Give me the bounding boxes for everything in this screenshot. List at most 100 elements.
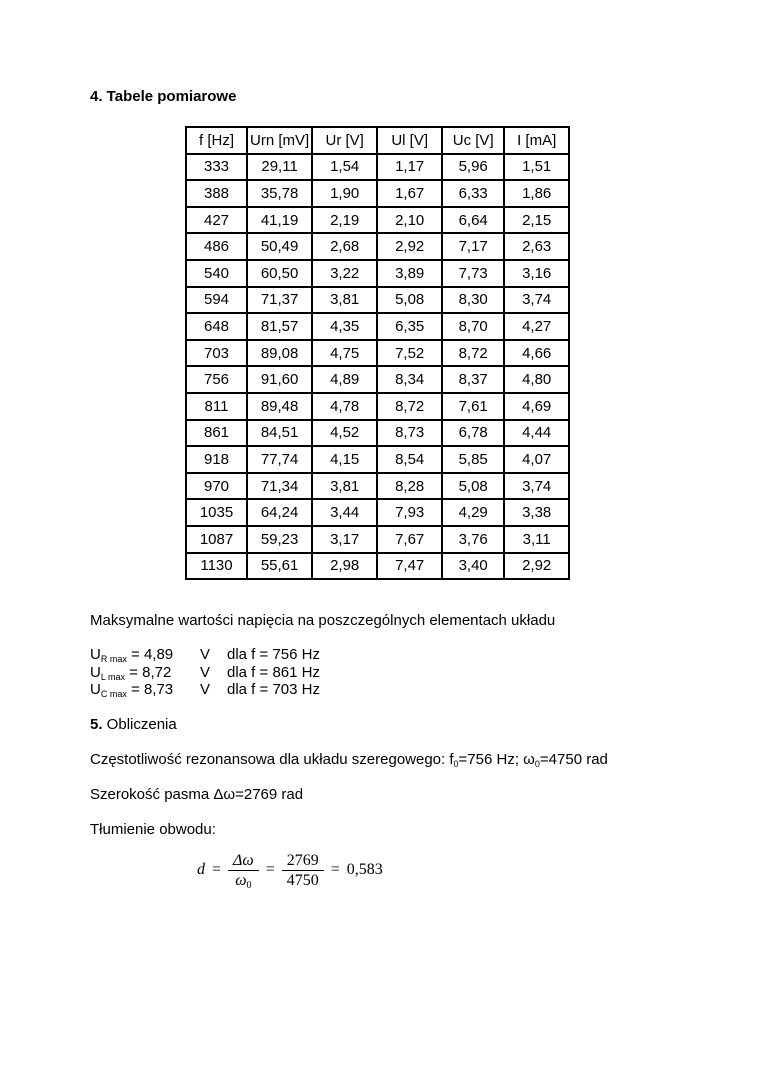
table-cell: 2,98	[311, 551, 379, 581]
table-row: 970 71,34 3,81 8,28 5,08 3,74	[185, 471, 571, 501]
table-cell: 3,40	[441, 551, 506, 581]
table-cell: 4,75	[311, 338, 379, 368]
formula-variable-d: d	[197, 861, 205, 879]
table-cell: 5,08	[441, 471, 506, 501]
equals-sign: =	[212, 861, 222, 879]
max-voltage-line-l: UL max = 8,72 V dla f = 861 Hz	[90, 664, 760, 682]
column-header: Ul [V]	[376, 126, 444, 155]
column-header: Ur [V]	[311, 126, 379, 155]
table-cell: 7,67	[376, 524, 444, 554]
table-cell: 333	[185, 152, 248, 182]
table-cell: 861	[185, 418, 248, 448]
table-cell: 1130	[185, 551, 248, 581]
equals-sign: =	[330, 861, 340, 879]
table-cell: 8,30	[441, 285, 506, 315]
voltage-symbol: U	[90, 663, 101, 681]
table-cell: 4,44	[503, 418, 571, 448]
table-cell: 2,63	[503, 232, 571, 261]
fraction-denominator: ω0	[235, 871, 252, 891]
table-cell: 64,24	[245, 498, 314, 527]
table-cell: 3,74	[503, 471, 571, 501]
table-cell: 4,89	[311, 365, 379, 394]
table-cell: 81,57	[245, 312, 314, 341]
table-cell: 3,81	[311, 285, 379, 315]
table-cell: 3,89	[376, 258, 444, 288]
section-5-title: Obliczenia	[102, 715, 177, 733]
formula-result: 0,583	[346, 861, 383, 879]
table-cell: 594	[185, 285, 248, 315]
table-cell: 1,54	[311, 152, 379, 182]
table-cell: 4,80	[503, 365, 571, 394]
voltage-expression: UR max = 4,89	[90, 646, 200, 664]
table-cell: 4,15	[311, 445, 379, 474]
section-5-number: 5.	[90, 715, 103, 733]
table-cell: 6,64	[441, 205, 506, 235]
table-row: 1035 64,24 3,44 7,93 4,29 3,38	[185, 498, 571, 527]
max-voltage-line-r: UR max = 4,89 V dla f = 756 Hz	[90, 646, 760, 664]
column-header: f [Hz]	[185, 126, 248, 155]
bandwidth-line: Szerokość pasma Δω=2769 rad	[90, 785, 304, 803]
table-row: 1087 59,23 3,17 7,67 3,76 3,11	[185, 524, 571, 554]
table-cell: 41,19	[245, 205, 314, 235]
voltage-subscript: C max	[100, 689, 127, 700]
table-cell: 89,48	[245, 391, 314, 421]
table-cell: 8,34	[376, 365, 444, 394]
voltage-value: = 8,73	[126, 681, 174, 699]
max-voltage-line-c: UC max = 8,73 V dla f = 703 Hz	[90, 681, 760, 699]
table-cell: 6,33	[441, 179, 506, 208]
equals-sign: =	[265, 861, 275, 879]
table-cell: 8,28	[376, 471, 444, 501]
table-cell: 2,19	[311, 205, 379, 235]
table-cell: 7,52	[376, 338, 444, 368]
table-cell: 8,70	[441, 312, 506, 341]
table-cell: 6,35	[376, 312, 444, 341]
table-cell: 1,90	[311, 179, 379, 208]
table-cell: 29,11	[245, 152, 314, 182]
table-cell: 4,27	[503, 312, 571, 341]
voltage-expression: UL max = 8,72	[90, 664, 200, 682]
table-cell: 7,47	[376, 551, 444, 581]
table-row: 703 89,08 4,75 7,52 8,72 4,66	[185, 338, 571, 368]
voltage-value: = 8,72	[125, 663, 172, 681]
table-cell: 3,76	[441, 524, 506, 554]
table-row: 811 89,48 4,78 8,72 7,61 4,69	[185, 391, 571, 421]
omega-subscript: 0	[246, 879, 252, 891]
voltage-subscript: L max	[100, 671, 126, 682]
table-cell: 60,50	[245, 258, 314, 288]
table-cell: 427	[185, 205, 248, 235]
table-cell: 3,11	[503, 524, 571, 554]
table-cell: 970	[185, 471, 248, 501]
fraction-numerator: 2769	[281, 852, 324, 871]
table-row: 918 77,74 4,15 8,54 5,85 4,07	[185, 445, 571, 474]
f0-subscript: 0	[453, 758, 459, 769]
table-cell: 8,72	[441, 338, 506, 368]
voltage-condition: dla f = 756 Hz	[227, 646, 320, 664]
table-row: 1130 55,61 2,98 7,47 3,40 2,92	[185, 551, 571, 581]
table-cell: 703	[185, 338, 248, 368]
table-cell: 8,37	[441, 365, 506, 394]
table-cell: 3,38	[503, 498, 571, 527]
table-cell: 8,73	[376, 418, 444, 448]
voltage-unit: V	[200, 663, 211, 681]
table-row: 648 81,57 4,35 6,35 8,70 4,27	[185, 312, 571, 341]
table-cell: 2,68	[311, 232, 379, 261]
table-cell: 2,92	[376, 232, 444, 261]
table-cell: 3,16	[503, 258, 571, 288]
table-cell: 71,37	[245, 285, 314, 315]
table-cell: 811	[185, 391, 248, 421]
voltage-unit: V	[200, 681, 211, 699]
table-cell: 756	[185, 365, 248, 394]
voltage-expression: UC max = 8,73	[90, 681, 200, 699]
table-cell: 3,22	[311, 258, 379, 288]
table-cell: 1,17	[376, 152, 444, 182]
table-cell: 77,74	[245, 445, 314, 474]
table-cell: 486	[185, 232, 248, 261]
table-cell: 50,49	[245, 232, 314, 261]
table-cell: 8,72	[376, 391, 444, 421]
voltage-unit: V	[200, 646, 211, 664]
table-cell: 3,17	[311, 524, 379, 554]
omega0-subscript: 0	[534, 758, 540, 769]
table-cell: 59,23	[245, 524, 314, 554]
voltage-condition: dla f = 861 Hz	[227, 663, 320, 681]
